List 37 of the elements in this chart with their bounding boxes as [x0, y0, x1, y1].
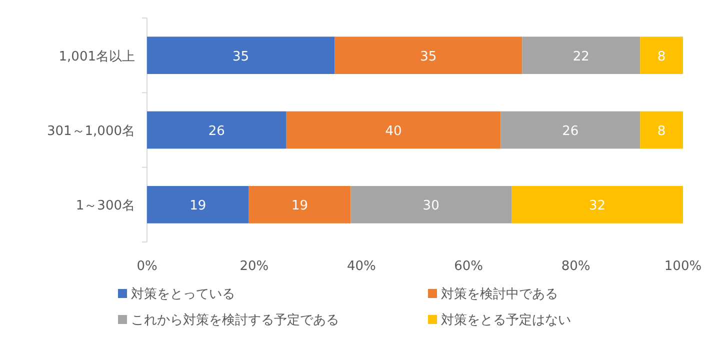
legend-label: これから対策を検討する予定である	[131, 312, 339, 328]
y-tick-label: 1,001名以上	[58, 49, 135, 64]
bar	[334, 36, 522, 74]
bar	[640, 111, 683, 149]
data-label: 22	[572, 49, 590, 64]
x-tick-label: 80%	[561, 259, 590, 274]
bar	[640, 36, 683, 74]
x-tick-label: 20%	[240, 259, 269, 274]
y-tick-label: 301～1,000名	[46, 124, 135, 139]
bar	[500, 111, 640, 149]
bar	[286, 111, 501, 149]
data-label: 19	[190, 198, 206, 214]
bar	[350, 186, 512, 224]
bar	[147, 36, 335, 74]
data-label: 30	[422, 198, 440, 214]
legend-label: 対策を検討中である	[441, 286, 558, 302]
data-label: 8	[657, 49, 666, 64]
legend-label: 対策をとる予定はない	[441, 312, 571, 328]
bar	[511, 186, 683, 224]
data-label: 26	[208, 124, 225, 139]
data-label: 35	[420, 49, 437, 64]
y-tick-label: 1～300名	[76, 198, 135, 214]
bar	[248, 186, 351, 224]
legend-label: 対策をとっている	[131, 286, 235, 302]
bar	[147, 186, 249, 224]
data-label: 19	[291, 198, 308, 214]
x-tick-label: 40%	[346, 259, 376, 274]
bar	[522, 36, 640, 74]
data-label: 35	[232, 49, 250, 64]
bar	[147, 111, 286, 149]
data-label: 32	[588, 198, 606, 214]
x-tick-label: 0%	[136, 259, 158, 274]
x-tick-label: 60%	[454, 259, 484, 274]
x-tick-label: 100%	[664, 259, 702, 274]
data-label: 40	[385, 124, 402, 139]
data-label: 26	[562, 124, 579, 139]
data-label: 8	[657, 124, 666, 139]
